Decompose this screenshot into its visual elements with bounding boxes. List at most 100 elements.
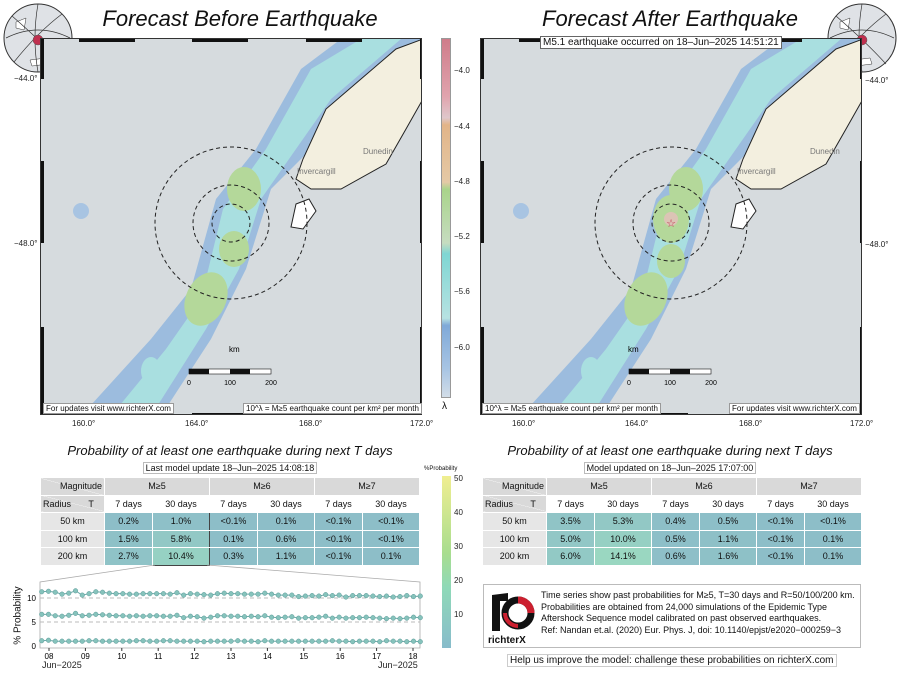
magnitude-col-header: M≥5: [546, 477, 652, 496]
probability-cell[interactable]: 0.5%: [699, 512, 757, 531]
info-line: Ref: Nandan et.al. (2020) Eur. Phys. J, …: [541, 624, 842, 635]
prob-colorbar: [442, 476, 451, 648]
probability-cell[interactable]: <0.1%: [313, 547, 364, 566]
help-link[interactable]: Help us improve the model: challenge the…: [507, 654, 837, 667]
info-line: Time series show past probabilities for …: [541, 590, 855, 600]
ts-point: [221, 613, 227, 619]
probability-cell[interactable]: <0.1%: [755, 547, 806, 566]
probability-cell[interactable]: <0.1%: [362, 529, 420, 548]
svg-text:0: 0: [627, 380, 631, 387]
ts-point: [370, 638, 376, 644]
ts-point: [296, 615, 302, 621]
map-after[interactable]: ☆ Dunedin Invercargill km 0 100 200: [480, 38, 862, 415]
probability-cell[interactable]: 5.8%: [152, 529, 210, 548]
ts-point: [417, 593, 423, 599]
period-header: 7 days: [545, 494, 596, 513]
probability-cell[interactable]: 0.4%: [650, 512, 701, 531]
ts-point: [174, 612, 180, 618]
lat-tick: −44.0°: [865, 76, 889, 85]
probability-cell[interactable]: <0.1%: [755, 512, 806, 531]
ts-xtick: 08: [45, 652, 54, 661]
probability-cell[interactable]: 0.1%: [804, 529, 862, 548]
probability-cell[interactable]: 0.6%: [650, 547, 701, 566]
table-row: 100 km 1.5% 5.8% 0.1% 0.6% <0.1% <0.1%: [40, 529, 420, 548]
svg-text:100: 100: [224, 380, 236, 387]
map-before[interactable]: Dunedin Invercargill km 0 100 200: [40, 38, 422, 415]
ts-point: [113, 638, 119, 644]
probability-cell[interactable]: 6.0%: [545, 547, 596, 566]
ts-point: [383, 638, 390, 644]
ts-point: [370, 593, 376, 599]
probability-cell[interactable]: <0.1%: [362, 512, 420, 531]
ts-point: [329, 593, 335, 599]
probability-cell[interactable]: 3.5%: [545, 512, 596, 531]
probability-cell[interactable]: 5.3%: [594, 512, 652, 531]
probability-cell[interactable]: 0.1%: [257, 512, 315, 531]
probability-cell[interactable]: 0.1%: [208, 529, 259, 548]
period-header: 30 days: [362, 494, 420, 513]
radius-cell: 100 km: [482, 529, 547, 548]
period-header: 7 days: [208, 494, 259, 513]
lon-tick: 164.0°: [625, 419, 649, 428]
updates-link[interactable]: For updates visit www.richterX.com: [729, 403, 860, 414]
ts-point: [167, 591, 173, 597]
lambda-legend-note: 10^λ = M≥5 earthquake count per km² per …: [482, 403, 661, 414]
probability-cell[interactable]: 1.0%: [152, 512, 210, 531]
ts-point: [255, 591, 261, 597]
ts-point: [383, 593, 390, 599]
ts-point: [235, 638, 241, 644]
updates-link[interactable]: For updates visit www.richterX.com: [43, 403, 174, 414]
ts-xtick: 13: [227, 652, 236, 661]
probability-cell[interactable]: 14.1%: [594, 547, 652, 566]
probability-cell[interactable]: <0.1%: [313, 529, 364, 548]
left-table-title: Probability of at least one earthquake d…: [67, 443, 393, 458]
ts-point: [248, 591, 254, 597]
probability-cell[interactable]: 10.4%: [152, 547, 210, 566]
lon-tick: 164.0°: [185, 419, 209, 428]
svg-text:200: 200: [265, 380, 277, 387]
probability-cell[interactable]: 5.0%: [545, 529, 596, 548]
probability-cell[interactable]: 0.1%: [804, 547, 862, 566]
ts-point: [275, 592, 281, 598]
prob-colorbar-label: %Probability: [424, 466, 458, 472]
ts-point: [336, 638, 342, 644]
ts-point: [45, 637, 52, 643]
probability-cell[interactable]: <0.1%: [313, 512, 364, 531]
ts-point: [39, 611, 45, 617]
ts-point: [255, 614, 261, 620]
probability-cell[interactable]: <0.1%: [208, 512, 259, 531]
ts-point: [228, 613, 234, 619]
map-canvas: Dunedin Invercargill km 0 100 200: [41, 39, 421, 414]
probability-cell[interactable]: <0.1%: [755, 529, 806, 548]
probability-cell[interactable]: 10.0%: [594, 529, 652, 548]
radius-100km: [632, 184, 710, 262]
lat-tick: −48.0°: [14, 239, 38, 248]
probability-cell[interactable]: 2.7%: [103, 547, 154, 566]
ts-point: [262, 613, 268, 619]
svg-text:km: km: [628, 345, 639, 354]
map-canvas: ☆ Dunedin Invercargill km 0 100 200: [481, 39, 861, 414]
probability-cell[interactable]: <0.1%: [804, 512, 862, 531]
probability-cell[interactable]: 1.5%: [103, 529, 154, 548]
probability-cell[interactable]: 0.2%: [103, 512, 154, 531]
ts-point: [214, 638, 221, 644]
scale-bar: km 0 100 200: [627, 345, 717, 387]
probability-cell[interactable]: 0.3%: [208, 547, 259, 566]
period-header: 7 days: [755, 494, 806, 513]
table-row: 50 km 0.2% 1.0% <0.1% 0.1% <0.1% <0.1%: [40, 512, 420, 531]
ts-point: [404, 639, 410, 645]
ts-point: [140, 638, 146, 644]
ts-point: [316, 638, 322, 644]
ts-point: [269, 614, 275, 620]
ts-point: [127, 613, 133, 619]
lambda-tick: −6.0: [454, 343, 470, 352]
probability-cell[interactable]: 0.5%: [650, 529, 701, 548]
probability-cell[interactable]: 1.6%: [699, 547, 757, 566]
probability-cell[interactable]: 1.1%: [699, 529, 757, 548]
ts-point: [66, 638, 72, 644]
probability-cell[interactable]: 0.1%: [362, 547, 420, 566]
ts-point: [66, 590, 72, 596]
ts-point: [86, 638, 92, 644]
probability-cell[interactable]: 0.6%: [257, 529, 315, 548]
ts-point: [160, 613, 166, 619]
